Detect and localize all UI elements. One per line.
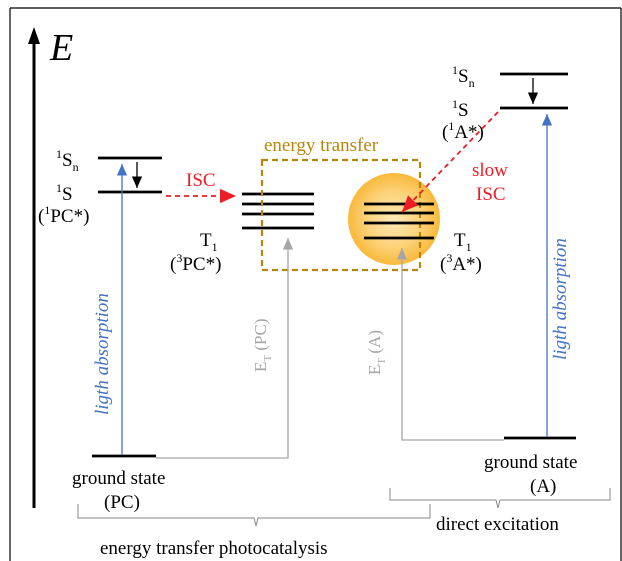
- pc-t1-label: T1: [200, 230, 218, 254]
- a-ground-paren: (A): [530, 476, 556, 497]
- pc-s1-label: 1S: [56, 181, 73, 205]
- pc-ground-label: ground state: [72, 468, 165, 489]
- right-bracket: [389, 488, 611, 509]
- a-t1-label: T1: [454, 230, 472, 254]
- pc-s1-paren-label: (1PC*): [38, 203, 89, 227]
- a-s1-paren-label: (1A*): [442, 119, 484, 143]
- a-isc-label-slow: slow: [472, 160, 508, 181]
- pc-t1-paren-label: (3PC*): [170, 251, 221, 275]
- right-bracket-label: direct excitation: [436, 514, 559, 535]
- energy-axis-arrowhead: [28, 27, 40, 44]
- a-t1-paren-label: (3A*): [440, 251, 482, 275]
- a-et-arrow: [396, 248, 504, 441]
- left-bracket: [77, 504, 431, 527]
- energy-transfer-box: [260, 158, 422, 272]
- a-ground-label: ground state: [484, 452, 577, 473]
- pc-ground-paren: (PC): [104, 492, 140, 513]
- pc-et-label: ET (PC): [251, 319, 274, 373]
- energy-axis-label: E: [49, 27, 73, 69]
- pc-et-arrow: [156, 238, 294, 459]
- energy-transfer-label: energy transfer: [264, 135, 379, 156]
- pc-sn-label: 1Sn: [56, 147, 79, 174]
- a-sn-label: 1Sn: [452, 63, 475, 90]
- a-isc-label-isc: ISC: [476, 184, 506, 205]
- a-s1-label: 1S: [452, 97, 469, 121]
- a-absorption-label: ligth absorption: [550, 238, 571, 360]
- pc-isc-label: ISC: [186, 170, 216, 191]
- pc-absorption-label: ligth absorption: [92, 293, 113, 415]
- left-bracket-label: energy transfer photocatalysis: [100, 538, 328, 559]
- a-et-label: ET (A): [365, 330, 388, 375]
